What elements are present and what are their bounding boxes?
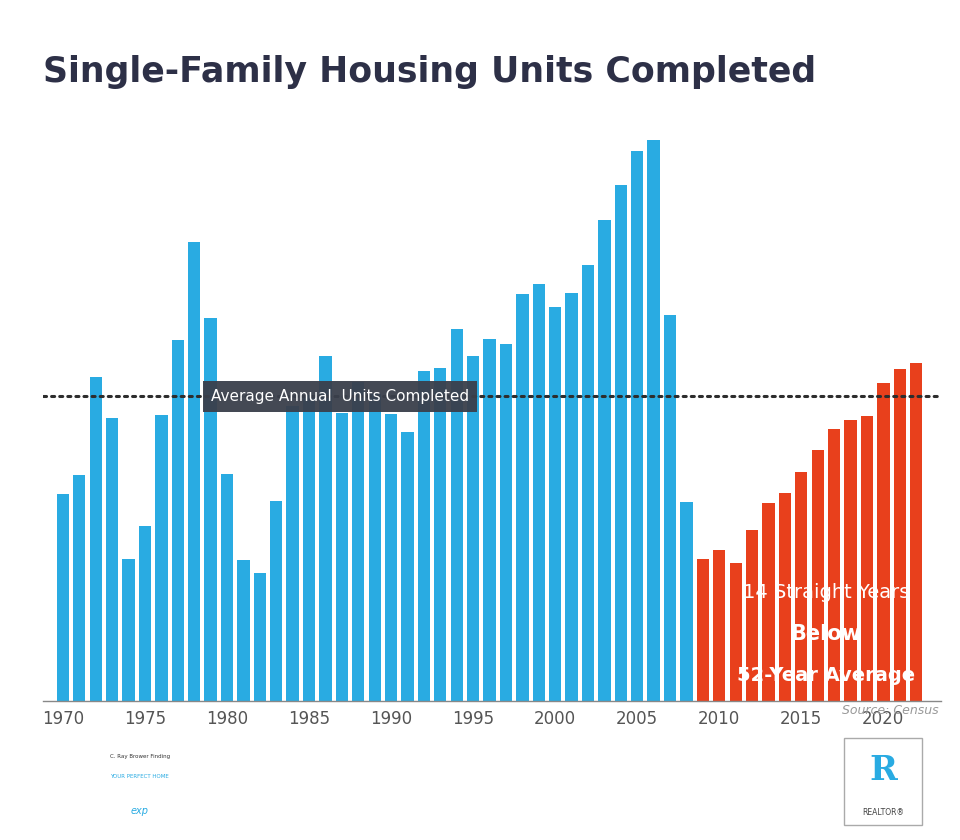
Bar <box>401 432 414 701</box>
Bar <box>57 494 69 701</box>
Text: Single-Family Housing Units Completed: Single-Family Housing Units Completed <box>43 55 816 88</box>
Bar <box>418 371 430 701</box>
Bar <box>828 429 840 701</box>
Bar <box>204 318 217 701</box>
Bar <box>713 550 726 701</box>
Text: Below: Below <box>790 624 861 644</box>
Bar <box>811 450 824 701</box>
Bar <box>156 415 167 701</box>
Text: Finding Your Perfect Home Brokered By eXp: Finding Your Perfect Home Brokered By eX… <box>197 793 469 806</box>
Bar <box>106 418 118 701</box>
Bar <box>172 340 184 701</box>
Bar <box>845 420 856 701</box>
Bar <box>565 293 578 701</box>
Text: 52-Year Average: 52-Year Average <box>737 666 915 685</box>
Bar <box>697 559 709 701</box>
Bar <box>286 406 299 701</box>
Bar <box>221 474 233 701</box>
Text: EQUAL HOUSING
OPPORTUNITY: EQUAL HOUSING OPPORTUNITY <box>772 815 817 826</box>
Text: R: R <box>869 753 898 786</box>
Bar <box>533 284 545 701</box>
FancyBboxPatch shape <box>845 738 922 825</box>
Bar <box>89 377 102 701</box>
Text: C. Ray Brower: C. Ray Brower <box>197 753 305 769</box>
Bar <box>484 339 495 701</box>
Bar <box>894 370 906 701</box>
Bar <box>681 501 692 701</box>
Text: (209) 300-0311: (209) 300-0311 <box>590 753 709 769</box>
Bar <box>385 414 397 701</box>
Bar <box>450 329 463 701</box>
Bar <box>139 526 151 701</box>
Bar <box>320 356 331 701</box>
Text: C. Ray Brower Finding: C. Ray Brower Finding <box>109 754 170 759</box>
Bar <box>500 344 512 701</box>
Bar <box>467 356 479 701</box>
Bar <box>434 368 446 701</box>
Bar <box>631 151 643 701</box>
Bar <box>369 394 381 701</box>
Bar <box>779 493 791 701</box>
Text: Average Annual  Units Completed: Average Annual Units Completed <box>210 389 468 404</box>
Bar <box>352 382 365 701</box>
Bar <box>336 412 348 701</box>
Bar <box>647 140 660 701</box>
Text: 14 Straight Years: 14 Straight Years <box>743 583 909 601</box>
Text: exp: exp <box>131 806 149 816</box>
Bar <box>861 416 873 701</box>
Text: YOUR PERFECT HOME: YOUR PERFECT HOME <box>110 774 169 780</box>
Bar <box>237 560 250 701</box>
Bar <box>598 220 611 701</box>
Bar <box>746 530 758 701</box>
Bar <box>730 563 742 701</box>
Bar <box>303 395 315 701</box>
Bar <box>270 501 282 701</box>
Bar <box>549 307 562 701</box>
Bar <box>762 503 775 701</box>
Bar <box>582 265 594 701</box>
Bar <box>122 559 134 701</box>
Text: Source: Census: Source: Census <box>842 704 939 717</box>
Bar <box>664 315 676 701</box>
Bar <box>877 383 890 701</box>
Bar <box>188 242 201 701</box>
Bar <box>253 573 266 701</box>
Bar <box>910 364 923 701</box>
Text: REALTOR®: REALTOR® <box>862 808 904 817</box>
Bar <box>73 475 85 701</box>
Bar <box>795 472 807 701</box>
Bar <box>516 293 529 701</box>
Bar <box>614 185 627 701</box>
Text: YourPerfectHomeGroup.com: YourPerfectHomeGroup.com <box>590 793 767 806</box>
